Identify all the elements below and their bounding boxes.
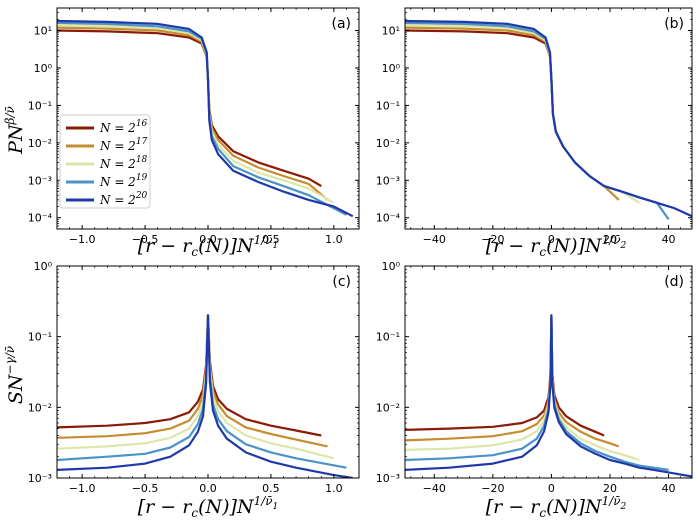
x-tick-label: 0 [548, 482, 555, 495]
x-tick-label: 0.5 [262, 482, 280, 495]
axes-frame [404, 7, 693, 230]
series-line-220 [405, 19, 692, 218]
panel-c: −1.0 −0.5 0.0 0.5 1.0 10⁻³ 10⁻² 10⁻¹ 10⁰ (c) [28, 260, 360, 495]
series-group [57, 19, 354, 218]
y-tick-label: 10⁰ [382, 62, 401, 75]
x-tick-label: 20 [603, 482, 617, 495]
x-tick-label: −20 [481, 482, 504, 495]
legend-entry: N = 219 [66, 173, 148, 189]
x-tick-label: −40 [423, 482, 446, 495]
y-tick-label: 10⁻¹ [28, 331, 52, 344]
x-tick-label: −0.5 [132, 233, 159, 246]
y-tick-label: 10⁻² [376, 401, 400, 414]
panel-label: (d) [664, 274, 684, 290]
y-tick-label: 10¹ [382, 25, 400, 38]
y-tick-label: 10⁰ [34, 62, 53, 75]
panel-a: −1.0 −0.5 0.0 0.5 1.0 10⁻⁴ 10⁻³ 10⁻² 10⁻¹ 10⁰ 10¹ (… [28, 7, 360, 246]
series-group [405, 19, 692, 221]
y-tick-label: 10⁰ [34, 260, 53, 273]
legend-label-exp: 20 [135, 191, 148, 201]
y-tick-label: 10⁻³ [376, 472, 400, 485]
legend-label-exp: 19 [136, 173, 148, 183]
x-tick-label: 40 [662, 482, 676, 495]
svg-text:N = 218: N = 218 [99, 155, 148, 171]
x-tick-label: −1.0 [69, 233, 96, 246]
legend-entry: N = 218 [66, 155, 148, 171]
panel-b: −40 −20 0 20 40 10⁻⁴ 10⁻³ 10⁻² 10⁻¹ 10⁰ 10¹ (b) [376, 7, 693, 246]
x-tick-label: 1.0 [325, 233, 343, 246]
series-line-219 [405, 314, 669, 471]
series-line-216 [57, 314, 322, 437]
x-tick-label: −1.0 [69, 482, 96, 495]
x-axis-label-c: [r − rc(N)]N1/ν̄1 [138, 494, 279, 520]
legend-label-exp: 16 [136, 119, 148, 129]
x-tick-label: 40 [662, 233, 676, 246]
y-tick-label: 10⁻² [376, 137, 400, 150]
panels: −1.0 −0.5 0.0 0.5 1.0 10⁻⁴ 10⁻³ 10⁻² 10⁻¹ 10⁰ 10¹ (… [28, 7, 693, 495]
y-tick-label: 10⁻⁴ [376, 212, 401, 225]
y-tick-label: 10⁻¹ [28, 99, 52, 112]
x-tick-label: 1.0 [325, 482, 343, 495]
y-axis-label-top: PNβ/ν̄ [3, 106, 27, 155]
y-tick-label: 10⁻³ [376, 174, 400, 187]
series-line-217 [405, 314, 620, 448]
y-tick-label: 10⁻⁴ [28, 212, 53, 225]
legend-label-base: N = 2 [99, 121, 136, 135]
x-axis-label-a: [r − rc(N)]N1/ν̄1 [138, 233, 279, 259]
legend-entry: N = 216 [66, 119, 148, 135]
legend-label-base: N = 2 [99, 193, 136, 207]
y-tick-label: 10⁰ [382, 260, 401, 273]
series-group [57, 314, 353, 478]
series-line-216 [405, 314, 605, 437]
x-tick-label: 0 [548, 233, 555, 246]
legend-label-base: N = 2 [99, 175, 136, 189]
panel-label: (c) [332, 274, 351, 290]
x-tick-label: 0.0 [199, 233, 217, 246]
svg-text:N = 217: N = 217 [99, 137, 148, 153]
y-tick-label: 10⁻² [28, 401, 52, 414]
panel-label: (a) [331, 16, 351, 32]
y-tick-label: 10⁻¹ [376, 99, 400, 112]
series-line-220 [57, 314, 353, 478]
panel-label: (b) [664, 16, 684, 32]
series-line-220 [57, 19, 354, 218]
x-tick-label: −20 [481, 233, 504, 246]
y-tick-label: 10⁻¹ [376, 331, 400, 344]
series-line-219 [405, 21, 670, 221]
legend-label-base: N = 2 [99, 139, 136, 153]
x-tick-label: 0.5 [262, 233, 280, 246]
legend-entry: N = 220 [66, 191, 148, 207]
legend-entry: N = 217 [66, 137, 148, 153]
svg-text:N = 220: N = 220 [99, 191, 148, 207]
x-tick-label: −0.5 [132, 482, 159, 495]
y-tick-label: 10⁻² [28, 137, 52, 150]
axes-frame [404, 265, 693, 479]
panel-d: −40 −20 0 20 40 10⁻³ 10⁻² 10⁻¹ 10⁰ (d) [376, 260, 693, 495]
series-line-220 [405, 314, 692, 478]
legend: N = 216 N = 217 N = 218 N = 219 N = 220 [59, 114, 151, 209]
y-axis-label-bottom: SN−γ/ν̄ [3, 346, 27, 404]
svg-text:N = 216: N = 216 [99, 119, 148, 135]
x-tick-label: 0.0 [199, 482, 217, 495]
y-tick-label: 10⁻³ [28, 174, 52, 187]
series-group [405, 314, 692, 478]
y-tick-label: 10¹ [34, 25, 52, 38]
x-axis-label-d: [r − rc(N)]N1/ν̄2 [486, 494, 627, 520]
x-tick-label: 20 [603, 233, 617, 246]
x-axis-label-b: [r − rc(N)]N1/ν̄2 [486, 233, 627, 259]
y-tick-label: 10⁻³ [28, 472, 52, 485]
legend-label-exp: 18 [136, 155, 148, 165]
x-tick-label: −40 [423, 233, 446, 246]
series-line-218 [405, 24, 640, 204]
legend-label-base: N = 2 [99, 157, 136, 171]
svg-text:N = 219: N = 219 [99, 173, 148, 189]
legend-label-exp: 17 [136, 137, 148, 147]
